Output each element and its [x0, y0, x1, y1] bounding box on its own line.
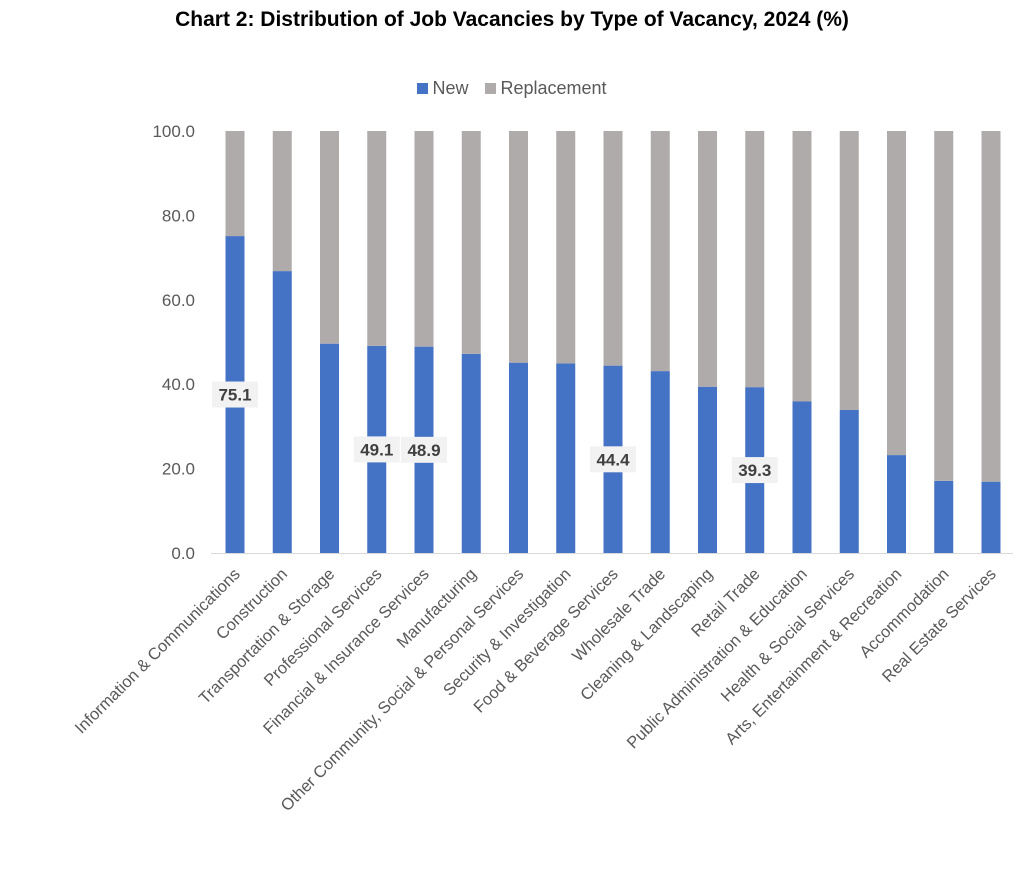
bar-new-7 — [556, 363, 576, 553]
data-label: 44.4 — [596, 450, 630, 469]
bars — [225, 131, 1001, 553]
bar-replacement-11 — [745, 131, 765, 388]
data-label: 75.1 — [218, 386, 251, 405]
y-tick-label: 20.0 — [162, 460, 195, 479]
bar-new-14 — [887, 455, 906, 553]
y-tick-label: 100.0 — [152, 122, 195, 141]
bar-replacement-3 — [367, 131, 387, 346]
bar-new-12 — [792, 401, 812, 553]
y-axis: 0.0 20.0 40.0 60.0 80.0 100.0 — [152, 122, 195, 563]
x-tick-label: Arts, Entertainment & Recreation — [722, 565, 905, 748]
bar-replacement-8 — [603, 131, 623, 366]
legend-swatch-new — [417, 83, 429, 94]
y-tick-label: 40.0 — [162, 375, 195, 394]
data-label-box — [212, 381, 258, 408]
data-label-box — [353, 436, 400, 463]
y-tick-label: 80.0 — [162, 206, 195, 225]
bar-new-16 — [981, 481, 1001, 553]
bar-replacement-16 — [981, 131, 1001, 482]
bar-replacement-14 — [887, 131, 906, 456]
bar-replacement-5 — [461, 131, 481, 354]
legend: New Replacement — [0, 78, 1024, 99]
x-axis: Information & CommunicationsConstruction… — [72, 553, 1013, 815]
data-label: 48.9 — [407, 441, 440, 460]
legend-item-new: New — [417, 78, 468, 99]
y-tick-label: 60.0 — [162, 291, 195, 310]
bar-replacement-1 — [272, 131, 292, 272]
bar-new-5 — [461, 353, 481, 553]
data-label-box — [590, 446, 636, 473]
data-label-box — [401, 436, 447, 463]
data-label-box — [731, 457, 778, 484]
data-label: 49.1 — [360, 440, 393, 459]
bar-replacement-4 — [414, 131, 434, 347]
data-labels: 75.1 49.1 48.9 44.4 39.3 — [212, 381, 778, 484]
bar-replacement-0 — [225, 131, 245, 237]
bar-replacement-10 — [698, 131, 717, 387]
data-label: 39.3 — [738, 461, 771, 480]
bar-new-2 — [320, 343, 339, 553]
bar-replacement-7 — [556, 131, 576, 364]
bar-replacement-2 — [320, 131, 339, 344]
bar-replacement-6 — [509, 131, 528, 363]
bar-new-13 — [839, 409, 859, 553]
bar-replacement-9 — [650, 131, 670, 372]
bar-new-10 — [698, 386, 717, 553]
legend-item-replacement: Replacement — [485, 78, 607, 99]
bar-new-1 — [272, 271, 292, 553]
bar-new-6 — [509, 362, 528, 553]
bar-replacement-13 — [839, 131, 859, 410]
legend-label-replacement: Replacement — [500, 78, 607, 98]
legend-label-new: New — [432, 78, 469, 98]
y-tick-label: 0.0 — [171, 544, 195, 563]
chart-title: Chart 2: Distribution of Job Vacancies b… — [175, 8, 849, 31]
legend-swatch-replacement — [485, 83, 497, 94]
bar-replacement-15 — [934, 131, 954, 481]
bar-replacement-12 — [792, 131, 812, 402]
x-tick-label: Information & Communications — [72, 565, 244, 737]
bar-new-9 — [650, 371, 670, 553]
bar-new-15 — [934, 480, 954, 553]
